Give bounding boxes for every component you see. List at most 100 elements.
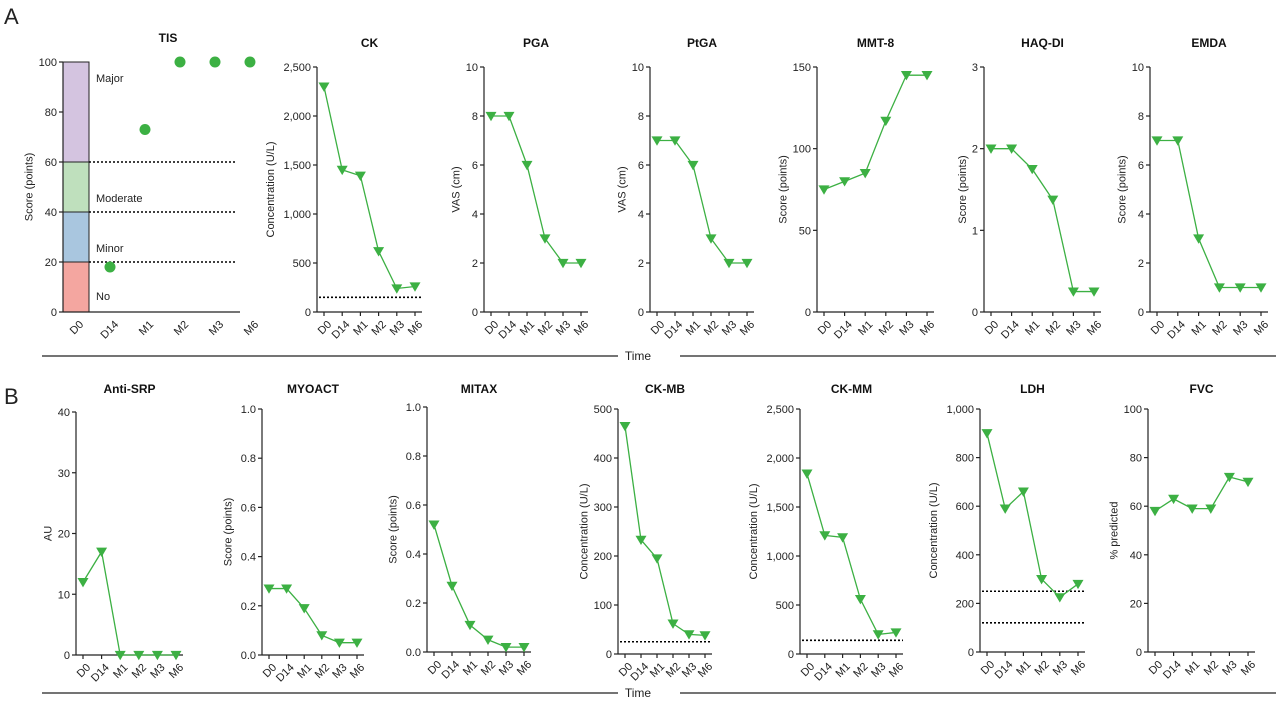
y-axis-label: VAS (cm) [617, 166, 629, 212]
chart-tis: No Minor Moderate Major TIS 0 20 40 60 80 100 Score… [23, 31, 261, 341]
y-tick-label: 20 [45, 257, 57, 269]
data-point [723, 258, 735, 269]
y-tick-label: 60 [1130, 501, 1142, 513]
chart-title: TIS [159, 31, 178, 45]
chart-ckmb: CK-MB 0 100 200 300 400 500 Concentration (U/L)… [578, 382, 715, 683]
y-axis-label: Score (points) [23, 153, 35, 221]
x-tick-label: M2 [536, 319, 555, 338]
x-tick-label: M3 [1064, 319, 1083, 338]
x-tick-label: D0 [68, 319, 86, 337]
data-point [1223, 472, 1235, 483]
y-tick-label: 10 [632, 62, 644, 74]
data-point [900, 71, 912, 81]
x-tick-label: M6 [1069, 659, 1088, 678]
data-point [1054, 593, 1066, 603]
x-tick-label: M3 [1220, 659, 1239, 678]
x-tick-label: D14 [1165, 319, 1188, 342]
x-tick-label: D14 [98, 319, 121, 342]
y-tick-label: 600 [956, 501, 974, 513]
data-point [281, 584, 293, 594]
data-point [1234, 283, 1246, 293]
y-tick-label: 6 [1138, 160, 1144, 172]
data-point [699, 631, 711, 641]
x-tick-label: M3 [897, 319, 916, 338]
y-tick-label: 50 [799, 225, 811, 237]
data-point [316, 631, 328, 641]
tis-band-moderate [62, 161, 90, 213]
y-tick-label: 40 [45, 207, 57, 219]
x-tick-label: M3 [497, 659, 516, 678]
data-point [818, 185, 830, 195]
y-tick-label: 0.0 [241, 650, 256, 662]
y-tick-label: 0 [1136, 647, 1142, 659]
y-tick-label: 2 [472, 258, 478, 270]
chart-title: HAQ-DI [1021, 36, 1064, 50]
series-line [1154, 476, 1249, 512]
y-tick-label: 500 [293, 258, 311, 270]
series-line [986, 433, 1079, 599]
x-tick-label: M1 [1023, 319, 1042, 338]
x-tick-label: M6 [242, 319, 261, 338]
x-tick-label: M6 [738, 319, 757, 338]
y-tick-label: 2 [1138, 258, 1144, 270]
data-point [1088, 287, 1100, 297]
y-axis-label: Concentration (U/L) [578, 484, 590, 580]
y-tick-label: 500 [776, 600, 794, 612]
data-point [1193, 234, 1205, 244]
x-tick-label: M3 [1231, 319, 1250, 338]
data-point [981, 429, 993, 439]
series-line [491, 115, 581, 264]
y-tick-label: 10 [1132, 62, 1144, 74]
data-point [1151, 136, 1163, 146]
y-tick-label: 2,000 [766, 453, 794, 465]
data-point [1213, 283, 1225, 293]
y-axis-label: Concentration (U/L) [265, 142, 277, 238]
y-tick-label: 0.8 [406, 451, 421, 463]
data-point [683, 630, 695, 640]
data-point [921, 71, 933, 81]
y-tick-label: 0 [788, 649, 794, 661]
data-point [819, 531, 831, 541]
data-point [174, 56, 186, 68]
data-point [872, 630, 884, 640]
time-label-b: Time [625, 686, 652, 700]
data-point [351, 638, 363, 648]
chart-title: MYOACT [287, 382, 340, 396]
y-tick-label: 6 [472, 160, 478, 172]
tis-band-label: Moderate [96, 193, 142, 205]
x-tick-label: D14 [832, 319, 855, 342]
y-tick-label: 1,000 [946, 404, 974, 416]
y-tick-label: 2,500 [283, 62, 311, 74]
data-point [1047, 195, 1059, 205]
x-tick-label: M2 [877, 319, 896, 338]
y-tick-label: 1,500 [766, 502, 794, 514]
data-point [336, 165, 348, 176]
y-tick-label: 0.6 [406, 500, 421, 512]
x-tick-label: M6 [1239, 659, 1258, 678]
data-point [999, 504, 1011, 514]
data-point [1255, 283, 1267, 293]
x-tick-label: M3 [330, 662, 349, 681]
y-tick-label: 80 [45, 107, 57, 119]
y-tick-label: 0 [972, 307, 978, 319]
data-point [77, 577, 89, 588]
x-tick-label: M1 [1190, 319, 1209, 338]
data-point [318, 82, 330, 92]
data-point [705, 234, 717, 244]
y-tick-label: 0 [968, 647, 974, 659]
y-tick-label: 0 [64, 650, 70, 662]
y-tick-label: 0 [638, 307, 644, 319]
series-line [323, 86, 416, 290]
y-tick-label: 300 [594, 502, 612, 514]
x-tick-label: M1 [856, 319, 875, 338]
x-tick-label: M6 [1252, 319, 1271, 338]
series-line [1157, 139, 1261, 289]
y-tick-label: 400 [956, 550, 974, 562]
x-tick-label: M6 [167, 662, 186, 681]
x-tick-label: D0 [983, 319, 1001, 337]
